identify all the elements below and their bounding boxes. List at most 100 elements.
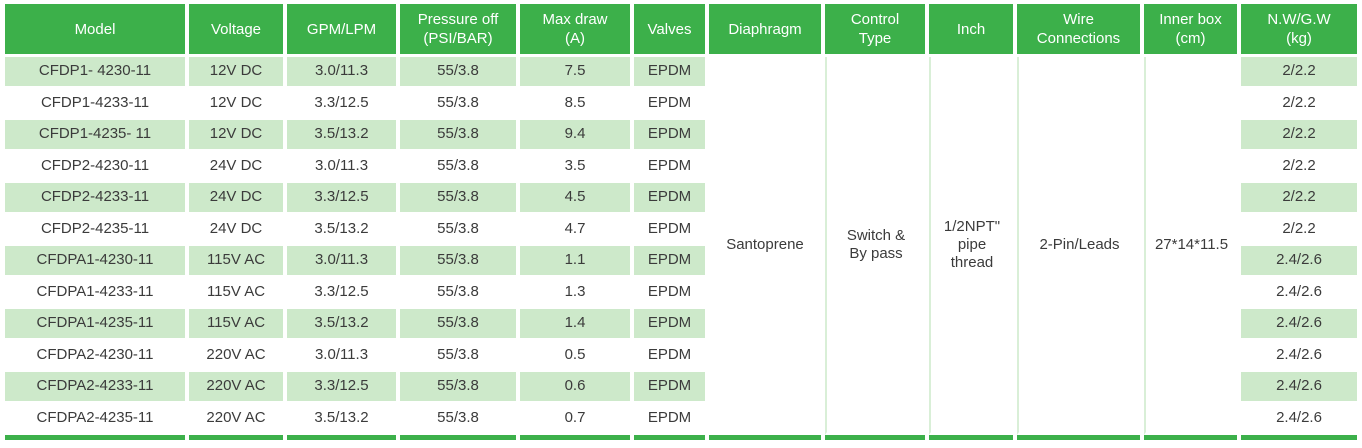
cell-nw-gw: 2.4/2.6 xyxy=(1241,372,1357,404)
cell-max-draw: 4.5 xyxy=(520,183,634,215)
column-header-voltage: Voltage xyxy=(189,4,287,57)
cell-model: CFDP2-4233-11 xyxy=(5,183,189,215)
table-row: CFDPA2-4230-11 220V AC 3.0/11.3 55/3.8 0.5 EP… xyxy=(5,340,1357,372)
bottom-border-segment xyxy=(1144,435,1241,440)
cell-max-draw: 7.5 xyxy=(520,57,634,89)
cell-gpm-lpm: 3.0/11.3 xyxy=(287,340,400,372)
cell-valves: EPDM xyxy=(634,403,709,435)
cell-valves: EPDM xyxy=(634,246,709,278)
cell-nw-gw: 2/2.2 xyxy=(1241,120,1357,152)
cell-nw-gw: 2.4/2.6 xyxy=(1241,277,1357,309)
table-row: CFDPA1-4230-11 115V AC 3.0/11.3 55/3.8 1.1 EP… xyxy=(5,246,1357,278)
cell-model: CFDPA1-4235-11 xyxy=(5,309,189,341)
cell-valves: EPDM xyxy=(634,309,709,341)
cell-nw-gw: 2.4/2.6 xyxy=(1241,403,1357,435)
column-header-gpm-lpm: GPM/LPM xyxy=(287,4,400,57)
cell-max-draw: 1.1 xyxy=(520,246,634,278)
column-header-control-type: Control Type xyxy=(825,4,929,57)
cell-model: CFDPA1-4230-11 xyxy=(5,246,189,278)
cell-model: CFDP1-4233-11 xyxy=(5,88,189,120)
cell-valves: EPDM xyxy=(634,372,709,404)
table-row: CFDP1- 4230-11 12V DC 3.0/11.3 55/3.8 7.5 EPD… xyxy=(5,57,1357,435)
cell-voltage: 220V AC xyxy=(189,340,287,372)
bottom-border-segment xyxy=(825,435,929,440)
column-header-valves: Valves xyxy=(634,4,709,57)
cell-nw-gw: 2.4/2.6 xyxy=(1241,309,1357,341)
cell-max-draw: 8.5 xyxy=(520,88,634,120)
cell-nw-gw: 2/2.2 xyxy=(1241,214,1357,246)
table-row: CFDPA2-4235-11 220V AC 3.5/13.2 55/3.8 0.7 EP… xyxy=(5,403,1357,435)
cell-valves: EPDM xyxy=(634,151,709,183)
bottom-border-segment xyxy=(520,435,634,440)
cell-valves: EPDM xyxy=(634,340,709,372)
cell-voltage: 115V AC xyxy=(189,246,287,278)
table-header-row: Model Voltage GPM/LPM Pressure off (PSI/BAR… xyxy=(5,4,1357,57)
column-header-inch: Inch xyxy=(929,4,1017,57)
table-row: CFDP2-4235-11 24V DC 3.5/13.2 55/3.8 4.7 EPDM… xyxy=(5,214,1357,246)
table-row: CFDP1-4233-11 12V DC 3.3/12.5 55/3.8 8.5 EPDM… xyxy=(5,88,1357,120)
cell-model: CFDPA2-4233-11 xyxy=(5,372,189,404)
column-header-model: Model xyxy=(5,4,189,57)
cell-model: CFDP2-4235-11 xyxy=(5,214,189,246)
cell-voltage: 220V AC xyxy=(189,403,287,435)
cell-voltage: 115V AC xyxy=(189,309,287,341)
cell-max-draw: 9.4 xyxy=(520,120,634,152)
merged-cell-inner-box: 27*14*11.5 xyxy=(1144,57,1241,435)
cell-max-draw: 1.3 xyxy=(520,277,634,309)
spec-table: Model Voltage GPM/LPM Pressure off (PSI/BAR… xyxy=(5,4,1357,440)
merged-cell-inch: 1/2NPT" pipe thread xyxy=(929,57,1017,435)
cell-pressure-off: 55/3.8 xyxy=(400,214,520,246)
cell-gpm-lpm: 3.5/13.2 xyxy=(287,309,400,341)
cell-gpm-lpm: 3.3/12.5 xyxy=(287,88,400,120)
cell-pressure-off: 55/3.8 xyxy=(400,372,520,404)
bottom-border-segment xyxy=(634,435,709,440)
column-header-max-draw: Max draw (A) xyxy=(520,4,634,57)
table-body: CFDP1- 4230-11 12V DC 3.0/11.3 55/3.8 7.5 EPD… xyxy=(5,57,1357,440)
bottom-border-segment xyxy=(929,435,1017,440)
bottom-border-segment xyxy=(709,435,825,440)
cell-pressure-off: 55/3.8 xyxy=(400,183,520,215)
cell-pressure-off: 55/3.8 xyxy=(400,57,520,89)
column-header-nw-gw: N.W/G.W (kg) xyxy=(1241,4,1357,57)
bottom-border-segment xyxy=(287,435,400,440)
merged-cell-wire-connections: 2-Pin/Leads xyxy=(1017,57,1144,435)
cell-voltage: 12V DC xyxy=(189,88,287,120)
cell-nw-gw: 2.4/2.6 xyxy=(1241,246,1357,278)
merged-cell-control-type: Switch & By pass xyxy=(825,57,929,435)
bottom-border-segment xyxy=(189,435,287,440)
table-header-row: Model Voltage GPM/LPM Pressure off (PSI/BAR… xyxy=(5,4,1357,57)
cell-pressure-off: 55/3.8 xyxy=(400,246,520,278)
cell-voltage: 12V DC xyxy=(189,57,287,89)
cell-nw-gw: 2.4/2.6 xyxy=(1241,340,1357,372)
column-header-inner-box: Inner box (cm) xyxy=(1144,4,1241,57)
table-bottom-border xyxy=(5,435,1357,440)
merged-cell-diaphragm: Santoprene xyxy=(709,57,825,435)
cell-gpm-lpm: 3.5/13.2 xyxy=(287,214,400,246)
table-row: CFDPA2-4233-11 220V AC 3.3/12.5 55/3.8 0.6 EP… xyxy=(5,372,1357,404)
cell-voltage: 24V DC xyxy=(189,214,287,246)
cell-gpm-lpm: 3.5/13.2 xyxy=(287,403,400,435)
cell-max-draw: 4.7 xyxy=(520,214,634,246)
cell-valves: EPDM xyxy=(634,88,709,120)
cell-pressure-off: 55/3.8 xyxy=(400,403,520,435)
cell-nw-gw: 2/2.2 xyxy=(1241,88,1357,120)
cell-gpm-lpm: 3.3/12.5 xyxy=(287,277,400,309)
table-row: CFDPA1-4233-11 115V AC 3.3/12.5 55/3.8 1.3 EP… xyxy=(5,277,1357,309)
cell-pressure-off: 55/3.8 xyxy=(400,309,520,341)
cell-max-draw: 0.7 xyxy=(520,403,634,435)
cell-voltage: 220V AC xyxy=(189,372,287,404)
table-row: CFDPA1-4235-11 115V AC 3.5/13.2 55/3.8 1.4 EP… xyxy=(5,309,1357,341)
cell-pressure-off: 55/3.8 xyxy=(400,88,520,120)
cell-voltage: 115V AC xyxy=(189,277,287,309)
cell-max-draw: 1.4 xyxy=(520,309,634,341)
cell-valves: EPDM xyxy=(634,277,709,309)
column-header-wire-connections: Wire Connections xyxy=(1017,4,1144,57)
cell-model: CFDP1-4235- 11 xyxy=(5,120,189,152)
cell-max-draw: 0.5 xyxy=(520,340,634,372)
cell-valves: EPDM xyxy=(634,214,709,246)
cell-valves: EPDM xyxy=(634,183,709,215)
bottom-border-segment xyxy=(1241,435,1357,440)
table-row: CFDP2-4230-11 24V DC 3.0/11.3 55/3.8 3.5 EPDM… xyxy=(5,151,1357,183)
cell-max-draw: 0.6 xyxy=(520,372,634,404)
cell-voltage: 24V DC xyxy=(189,151,287,183)
